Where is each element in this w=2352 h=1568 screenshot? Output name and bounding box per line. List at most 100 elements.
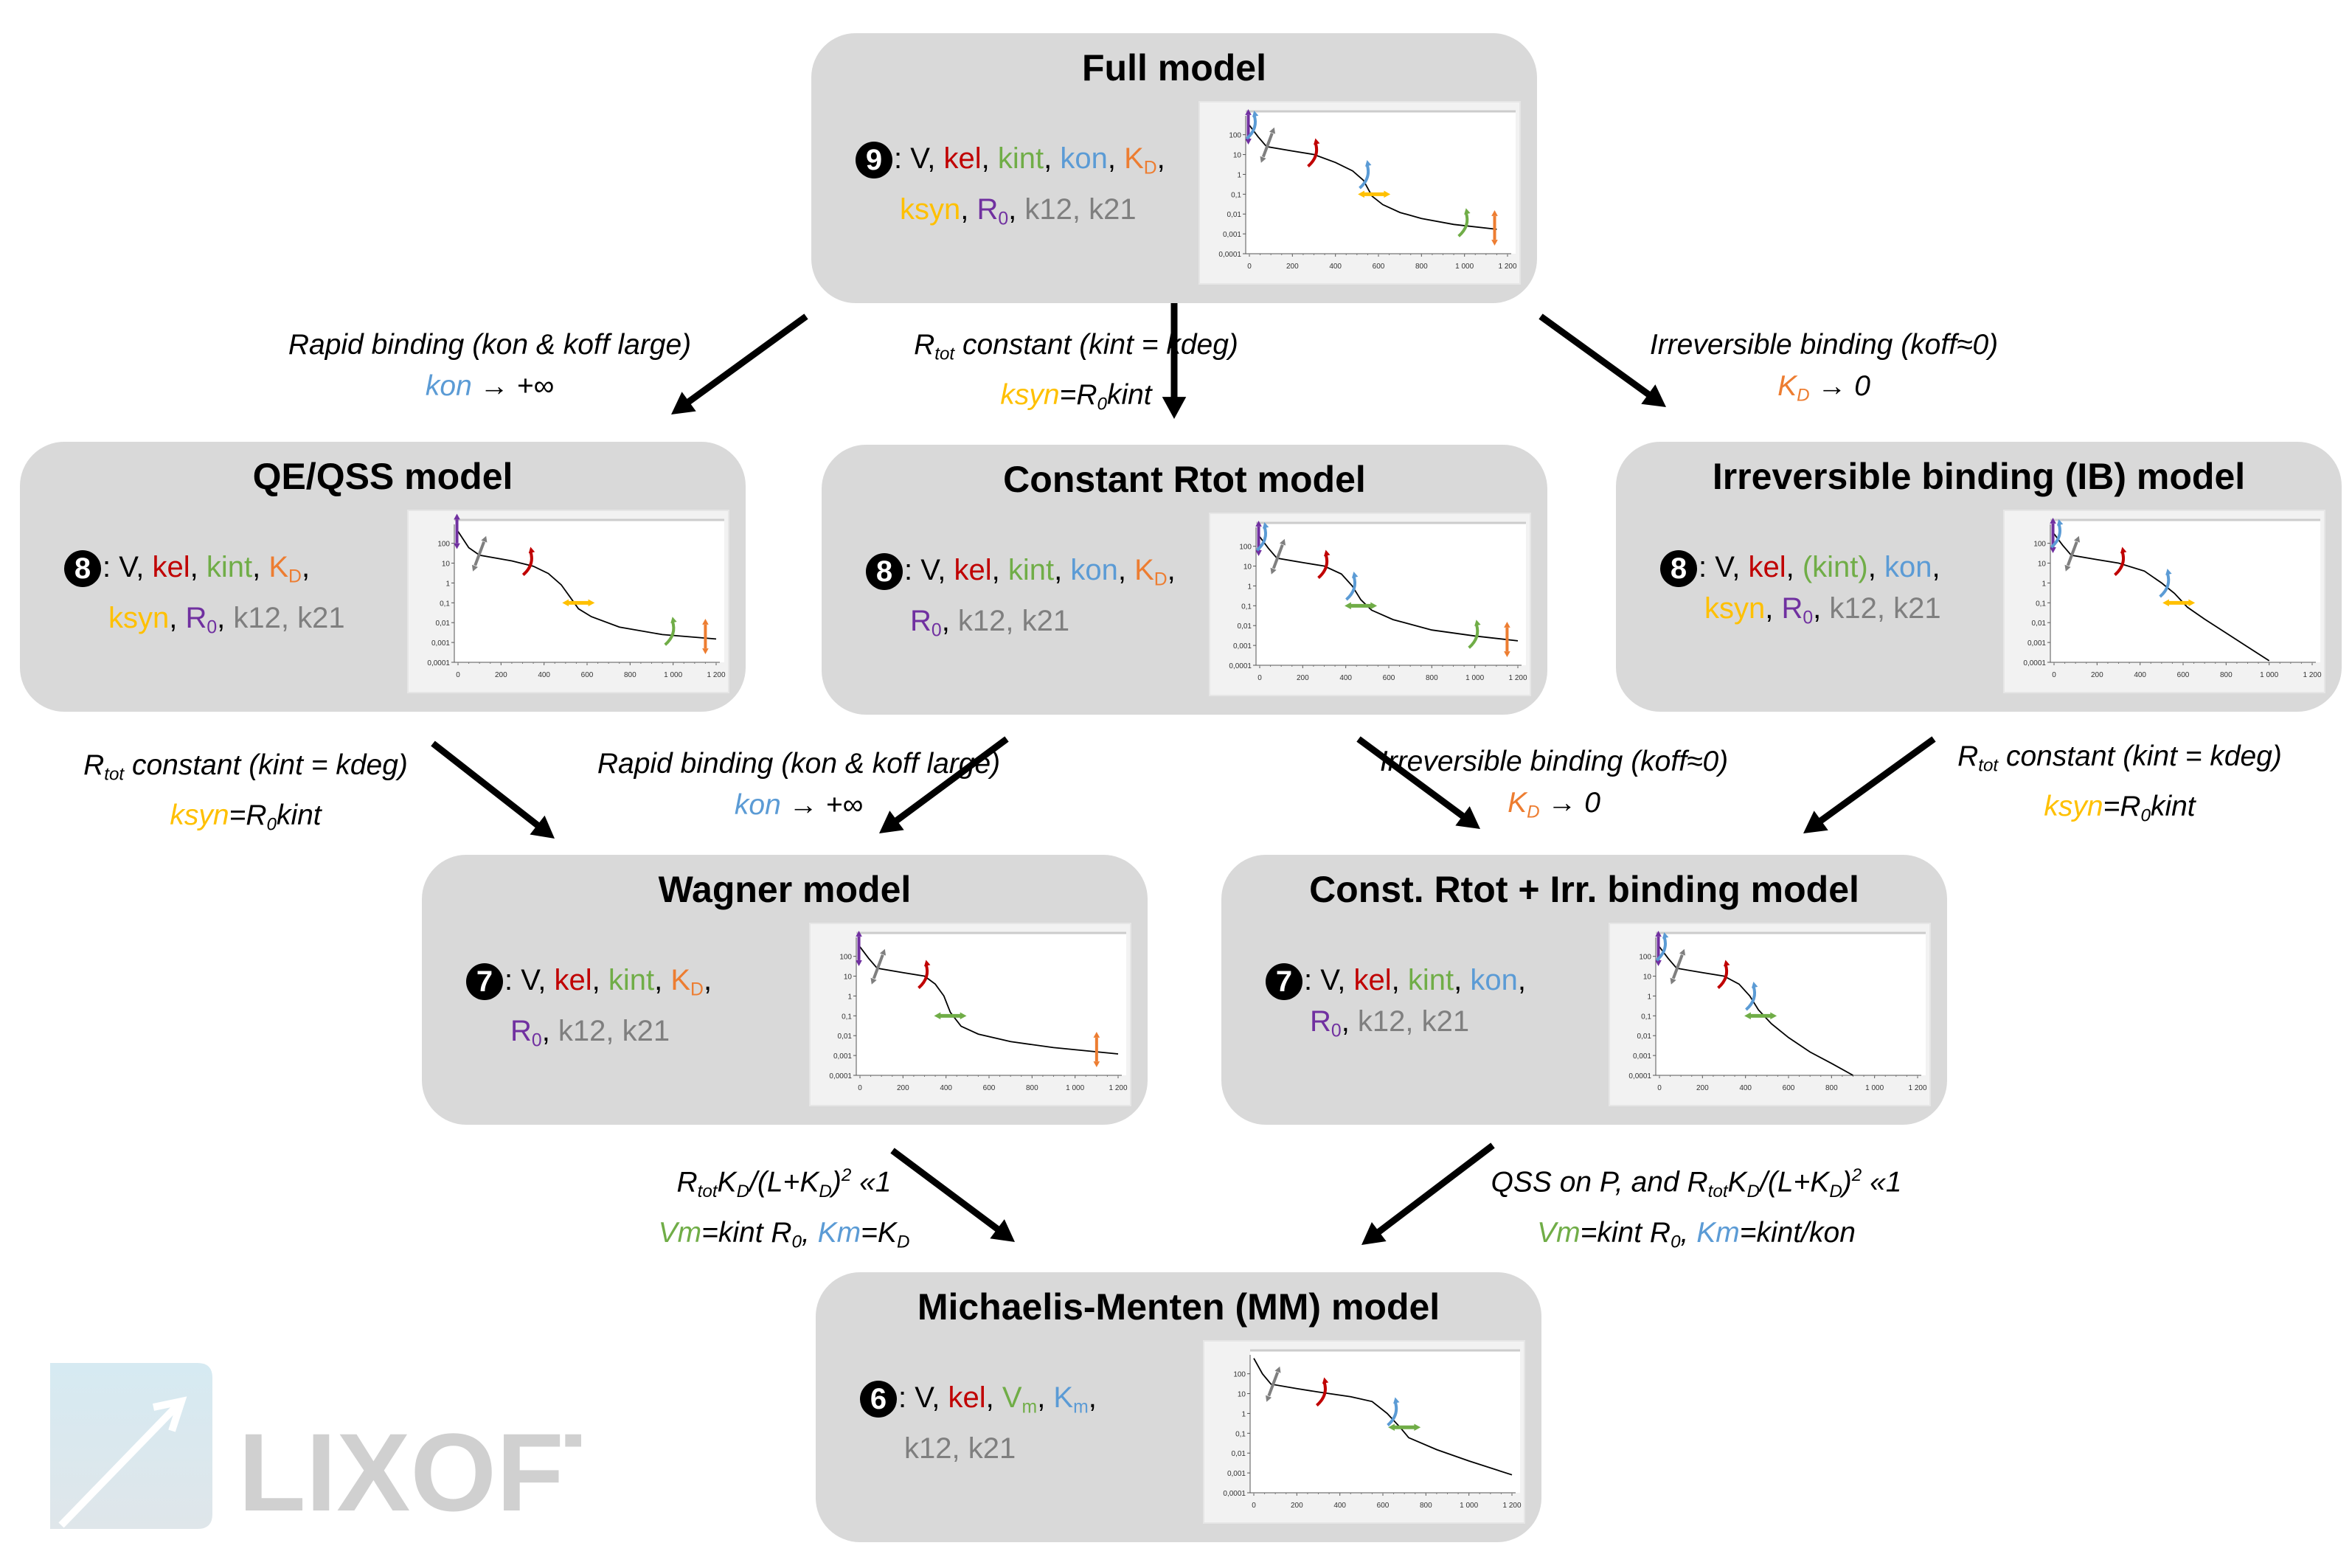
parameter-sensitivity-arrow-red [521,547,535,577]
y-tick-label: 10 [1643,974,1652,982]
text-segment: : V, [894,142,944,175]
model-title: Wagner model [658,869,912,910]
arrowhead [1504,622,1510,628]
parameter-list: 8: V, kel, kint, kon, KD, R0, k12, k21 [866,549,1213,652]
x-tick-label: 800 [1420,1502,1432,1510]
x-tick-label: 1 000 [664,671,682,679]
parameter-sensitivity-arrow-gray [1265,1366,1281,1402]
condition-label-rapid-binding: Rapid binding (kon & koff large) kon → +∞ [195,325,785,407]
text-segment: R [83,749,105,781]
parameter-sensitivity-arrow-red [1315,1377,1329,1407]
parameter-sensitivity-arrow-purple [1655,930,1662,966]
arrowhead [1474,620,1481,626]
arrowhead [1393,1397,1400,1404]
plot-area [454,520,724,662]
parameter-count-badge: 9 [856,142,892,179]
model-title: Constant Rtot model [1003,459,1366,500]
plot-area [1656,933,1926,1075]
colored-term: K [1053,1381,1074,1414]
x-tick-label: 400 [1339,674,1352,682]
text-segment: 2 [1851,1165,1862,1185]
x-tick-label: 1 000 [1465,674,1484,682]
parameter-sensitivity-arrow-red [1317,549,1331,580]
arrowhead [1770,1012,1777,1020]
plot-area [2050,520,2320,662]
text-segment: , [1932,551,1940,583]
colored-term: Vm [1537,1216,1581,1249]
parameter-line: k12, k21 [860,1428,1207,1469]
arrowhead [481,535,488,543]
colored-term: ksyn [170,799,229,832]
concentration-time-chart: 100 10 1 0,1 0,01 0,001 0,0001 0 200 400 600 800 1 0… [1203,1340,1525,1524]
colored-term: kel [948,1381,986,1414]
colored-term: R [185,602,207,635]
text-segment: → +∞ [780,789,864,821]
x-tick-label: 200 [2091,671,2103,679]
colored-term: Km [1696,1216,1740,1249]
x-tick-label: 1 000 [1455,263,1474,271]
y-tick-label: 0,0001 [427,659,450,667]
arrowhead [2162,599,2169,607]
model-title: Michaelis-Menten (MM) model [917,1286,1440,1328]
condition-label-rtot-constant: Rtot constant (kint = kdeg) ksyn=R0kint [1825,736,2352,837]
text-segment: kint [1106,379,1152,412]
text-segment: , [1867,551,1884,583]
x-tick-label: 1 200 [1508,674,1527,682]
text-segment: , [1037,1381,1054,1414]
model-title: Const. Rtot + Irr. binding model [1309,869,1859,910]
arrowhead [1093,1061,1100,1068]
parameter-sensitivity-arrow-orange [702,619,709,655]
condition-line: Rapid binding (kon & koff large) [504,743,1094,785]
parameter-sensitivity-arrow-red [1717,960,1730,990]
text-segment: : V, [904,554,954,586]
condition-label-mm-from-const-irr: QSS on P, and RtotKD/(L+KD)2 «1 Vm=kint R… [1401,1155,1991,1263]
text-segment: , [801,1216,818,1249]
text-segment: =R [1059,379,1097,412]
arrowhead [1093,1032,1100,1038]
text-segment: , [1391,964,1408,996]
parameter-list: 7: V, kel, kint, KD, R0, k12, k21 [466,960,813,1062]
parameter-count-badge: 6 [860,1381,897,1418]
text-segment: , [1044,142,1061,175]
parameter-sensitivity-arrow-gray [2064,535,2081,572]
y-tick-label: 0,0001 [1628,1072,1651,1080]
arrowhead [702,619,709,625]
mini-chart: 100 10 1 0,1 0,01 0,001 0,0001 0 200 400 600 800 1 0… [427,513,726,679]
colored-term: R [1781,592,1803,625]
parameter-sensitivity-arrow-green [1468,620,1481,649]
x-tick-label: 1 200 [2303,671,2321,679]
arrowhead [562,599,569,607]
y-tick-label: 0,001 [833,1052,852,1061]
y-tick-label: 0,1 [2036,600,2046,608]
model-box-constant-rtot: Constant Rtot model 8: V, kel, kint, kon,… [822,445,1547,715]
arrowhead [1414,1423,1421,1432]
model-box-qe-qss: QE/QSS model 8: V, kel, kint, KD, ksyn, R0… [20,442,746,712]
y-tick-label: 0,0001 [1229,662,1252,670]
condition-label-rapid-binding: Rapid binding (kon & koff large) kon → +∞ [504,743,1094,826]
text-segment: , [592,964,608,996]
parameter-sensitivity-arrow-gray [1670,948,1686,985]
arrowhead [2050,547,2056,553]
colored-term: kint [997,142,1044,175]
text-segment: tot [934,344,955,364]
model-box-irreversible-binding: Irreversible binding (IB) model 8: V, kel… [1616,442,2342,712]
parameter-list: 7: V, kel, kint, kon, R0, k12, k21 [1266,960,1612,1052]
text-segment: 0 [2140,805,2151,826]
text-segment: , [217,602,234,635]
y-tick-label: 0,1 [1235,1430,1246,1438]
y-tick-label: 0,01 [436,620,451,628]
colored-term: 0 [1331,1021,1342,1041]
parameter-sensitivity-arrow-blue [2050,518,2064,549]
arrowhead [1803,811,1828,833]
y-tick-label: 0,01 [1227,211,1242,219]
colored-term: K [1134,554,1154,586]
mini-chart: 100 10 1 0,1 0,01 0,001 0,0001 0 200 400 600 800 1 0… [2023,517,2322,679]
colored-term: kel [954,554,992,586]
text-segment: kint [276,799,322,832]
colored-term: k12, k21 [1357,1005,1470,1038]
arrowhead [1245,108,1252,115]
arrowhead [1491,240,1498,246]
text-segment: «1 [851,1166,892,1198]
text-segment: QSS on P, and R [1491,1166,1708,1198]
